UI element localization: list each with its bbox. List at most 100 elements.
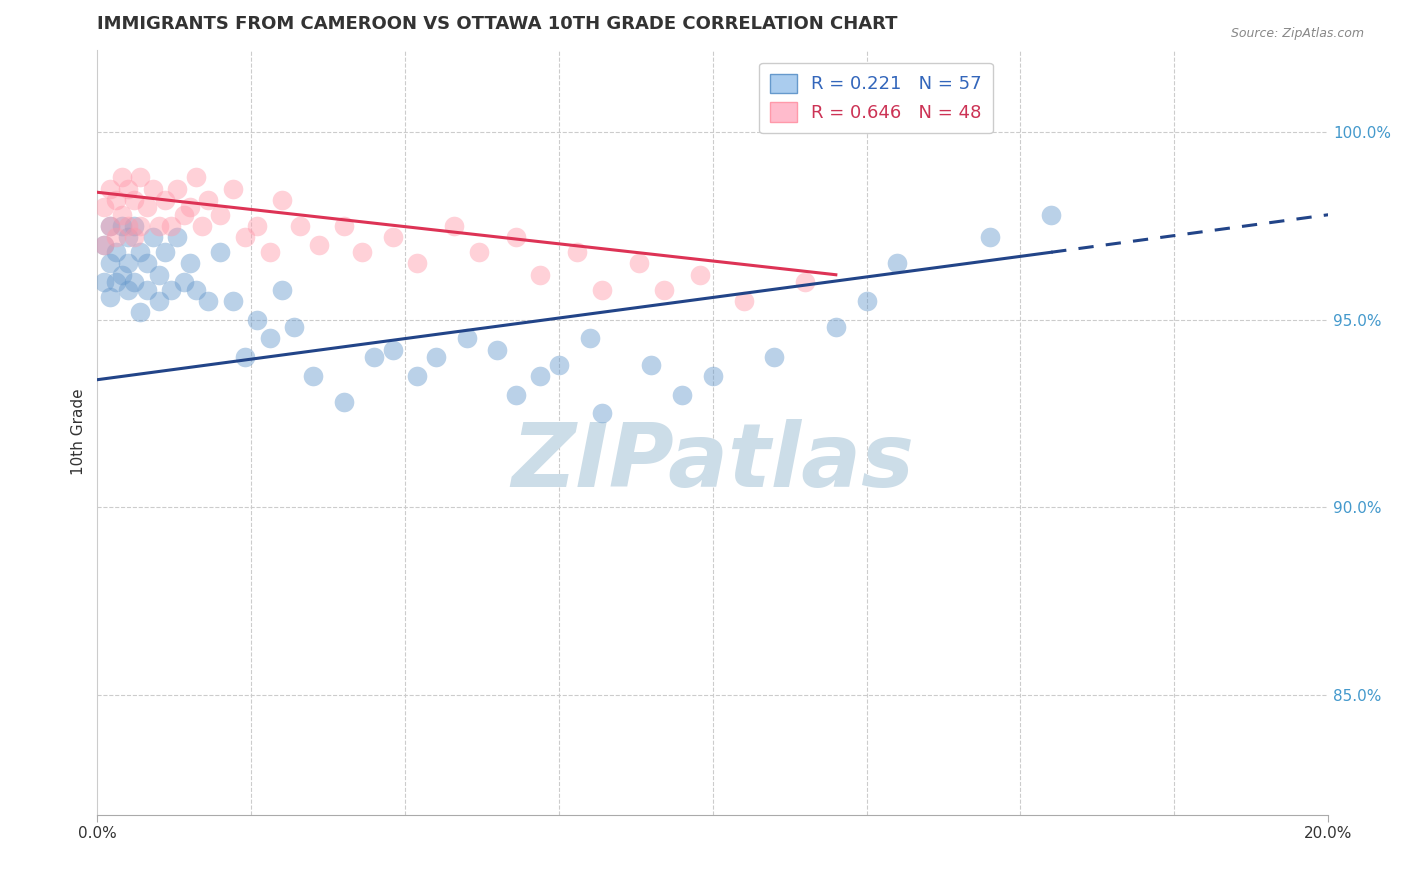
Point [591,406,613,420]
Point [855,293,877,308]
Point [93,275,115,289]
Text: IMMIGRANTS FROM CAMEROON VS OTTAWA 10TH GRADE CORRELATION CHART: IMMIGRANTS FROM CAMEROON VS OTTAWA 10TH … [97,15,898,33]
Point [142,230,165,244]
Point [166,230,188,244]
Point [111,170,134,185]
Point [111,219,134,233]
Point [98,219,121,233]
Point [733,293,755,308]
Point [652,283,675,297]
Point [689,268,711,282]
Point [627,256,650,270]
Point [160,219,183,233]
Point [308,237,330,252]
Point [135,283,157,297]
Point [124,219,146,233]
Point [129,170,152,185]
Point [117,283,139,297]
Point [117,230,139,244]
Point [98,219,121,233]
Point [98,181,121,195]
Point [456,331,478,345]
Point [173,275,195,289]
Point [153,245,176,260]
Point [191,219,214,233]
Point [111,208,134,222]
Point [148,293,170,308]
Point [135,200,157,214]
Point [406,256,429,270]
Point [578,331,600,345]
Point [129,245,152,260]
Point [129,305,152,319]
Point [117,181,139,195]
Point [179,256,201,270]
Point [98,290,121,304]
Point [548,358,571,372]
Point [173,208,195,222]
Point [763,350,786,364]
Legend: R = 0.221   N = 57, R = 0.646   N = 48: R = 0.221 N = 57, R = 0.646 N = 48 [759,62,993,133]
Point [124,230,146,244]
Point [197,293,219,308]
Point [209,208,232,222]
Point [283,320,305,334]
Point [98,256,121,270]
Point [468,245,491,260]
Point [222,181,245,195]
Point [886,256,908,270]
Point [529,368,551,383]
Point [129,219,152,233]
Point [93,237,115,252]
Point [117,256,139,270]
Point [259,331,281,345]
Point [290,219,312,233]
Point [301,368,323,383]
Point [233,350,256,364]
Point [259,245,281,260]
Point [104,245,127,260]
Point [567,245,589,260]
Point [135,256,157,270]
Point [591,283,613,297]
Point [271,193,294,207]
Point [209,245,232,260]
Point [425,350,447,364]
Point [350,245,373,260]
Point [381,230,404,244]
Point [142,181,165,195]
Point [271,283,294,297]
Point [233,230,256,244]
Point [824,320,846,334]
Point [104,193,127,207]
Point [486,343,509,357]
Point [166,181,188,195]
Point [443,219,465,233]
Text: Source: ZipAtlas.com: Source: ZipAtlas.com [1230,27,1364,40]
Point [505,387,527,401]
Point [124,193,146,207]
Point [332,219,354,233]
Point [197,193,219,207]
Point [111,268,134,282]
Point [222,293,245,308]
Point [124,275,146,289]
Point [148,268,170,282]
Point [160,283,183,297]
Point [148,219,170,233]
Point [529,268,551,282]
Point [505,230,527,244]
Text: ZIPatlas: ZIPatlas [512,419,914,507]
Point [179,200,201,214]
Point [979,230,1001,244]
Point [1040,208,1063,222]
Point [794,275,817,289]
Point [381,343,404,357]
Point [184,283,207,297]
Point [117,219,139,233]
Point [363,350,385,364]
Point [406,368,429,383]
Point [104,230,127,244]
Y-axis label: 10th Grade: 10th Grade [72,389,86,475]
Point [153,193,176,207]
